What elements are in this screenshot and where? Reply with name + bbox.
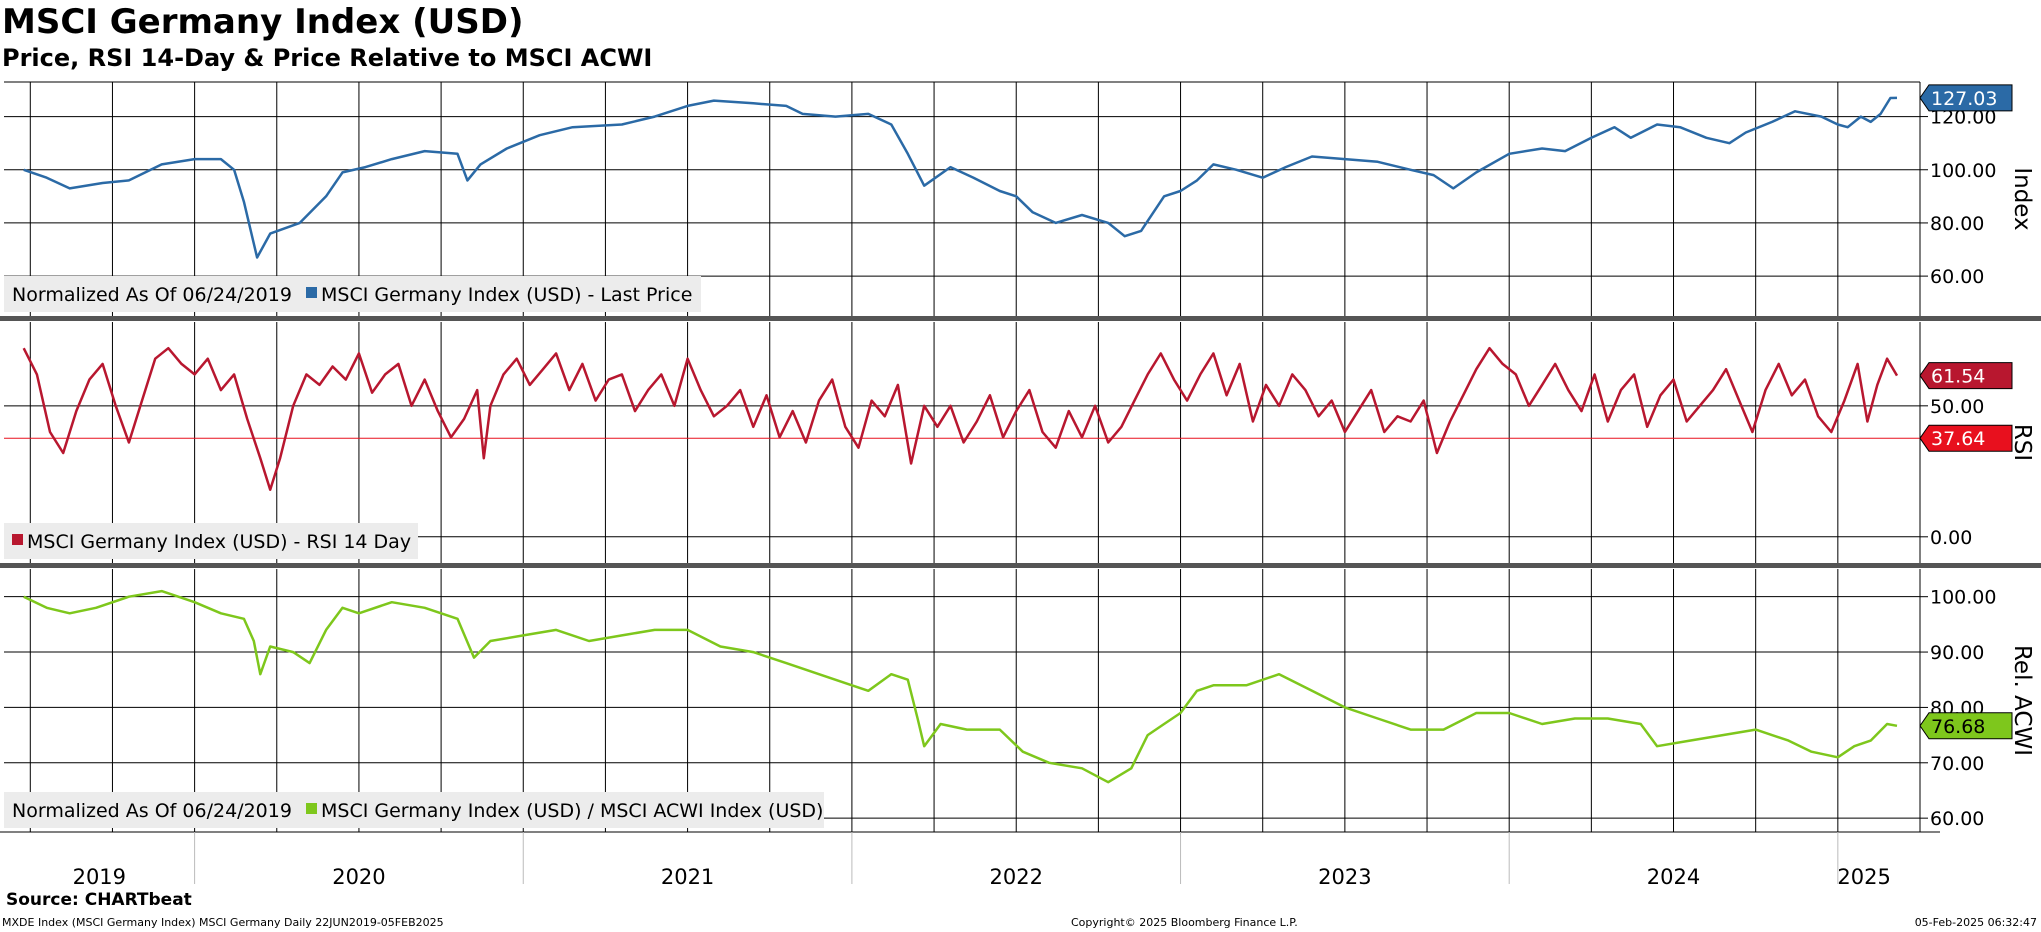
- tick-label-rsi-1: 50.00: [1930, 396, 1984, 418]
- legend-label-relative: MSCI Germany Index (USD) / MSCI ACWI Ind…: [321, 800, 823, 822]
- legend-box-price: [4, 276, 701, 312]
- x-tick-label-2025: 2025: [1837, 865, 1890, 885]
- series-line-relative: [23, 589, 1898, 784]
- series-line-price: [23, 96, 1898, 259]
- source-label: Source: CHARTbeat: [6, 890, 192, 910]
- series-line-rsi: [22, 346, 1899, 491]
- legend-box-relative: [4, 792, 824, 828]
- tick-label-price-0: 60.00: [1930, 266, 1984, 288]
- panel-divider-1: [0, 563, 2041, 568]
- last-value-rsi-label: 61.54: [1931, 366, 1985, 388]
- chart-subtitle: Price, RSI 14-Day & Price Relative to MS…: [2, 44, 653, 72]
- reference-value-rsi-tag: [1919, 424, 2013, 452]
- tick-label-price-3: 120.00: [1930, 107, 1996, 129]
- legend-box-rsi: [4, 523, 418, 559]
- x-tick-label-2019: 2019: [73, 865, 126, 885]
- axis-title-rsi: RSI: [2009, 424, 2035, 461]
- security-info: MXDE Index (MSCI Germany Index) MSCI Ger…: [2, 916, 444, 929]
- legend-swatch-rsi: [12, 534, 23, 545]
- x-tick-label-2021: 2021: [661, 865, 714, 885]
- x-tick-label-2020: 2020: [332, 865, 385, 885]
- tick-label-price-2: 100.00: [1930, 160, 1996, 182]
- axis-title-price: Index: [2009, 167, 2035, 230]
- tick-label-rsi-0: 0.00: [1930, 527, 1972, 549]
- x-tick-label-2022: 2022: [989, 865, 1042, 885]
- legend-swatch-relative: [306, 803, 317, 814]
- last-value-price-label: 127.03: [1931, 88, 1997, 110]
- panel-divider-0: [0, 316, 2041, 321]
- last-value-rsi-tag: [1919, 362, 2013, 390]
- last-value-price-tag: [1919, 84, 2013, 112]
- tick-label-relative-4: 100.00: [1930, 587, 1996, 609]
- x-tick-label-2024: 2024: [1647, 865, 1700, 885]
- timestamp: 05-Feb-2025 06:32:47: [1914, 916, 2037, 929]
- legend-prefix-price: Normalized As Of 06/24/2019: [12, 284, 292, 306]
- tick-label-relative-0: 60.00: [1930, 808, 1984, 830]
- tick-label-relative-3: 90.00: [1930, 642, 1984, 664]
- axis-title-relative: Rel. ACWI: [2009, 645, 2035, 756]
- tick-label-price-1: 80.00: [1930, 213, 1984, 235]
- last-value-relative-label: 76.68: [1931, 716, 1985, 738]
- legend-label-rsi: MSCI Germany Index (USD) - RSI 14 Day: [27, 531, 411, 553]
- x-tick-label-2023: 2023: [1318, 865, 1371, 885]
- legend-swatch-price: [306, 287, 317, 298]
- copyright-text: Copyright© 2025 Bloomberg Finance L.P.: [1071, 916, 1298, 929]
- legend-prefix-relative: Normalized As Of 06/24/2019: [12, 800, 292, 822]
- chart-title: MSCI Germany Index (USD): [2, 2, 524, 42]
- legend-label-price: MSCI Germany Index (USD) - Last Price: [321, 284, 692, 306]
- tick-label-relative-1: 70.00: [1930, 753, 1984, 775]
- last-value-relative-tag: [1919, 712, 2013, 740]
- reference-value-rsi-label: 37.64: [1931, 428, 1985, 450]
